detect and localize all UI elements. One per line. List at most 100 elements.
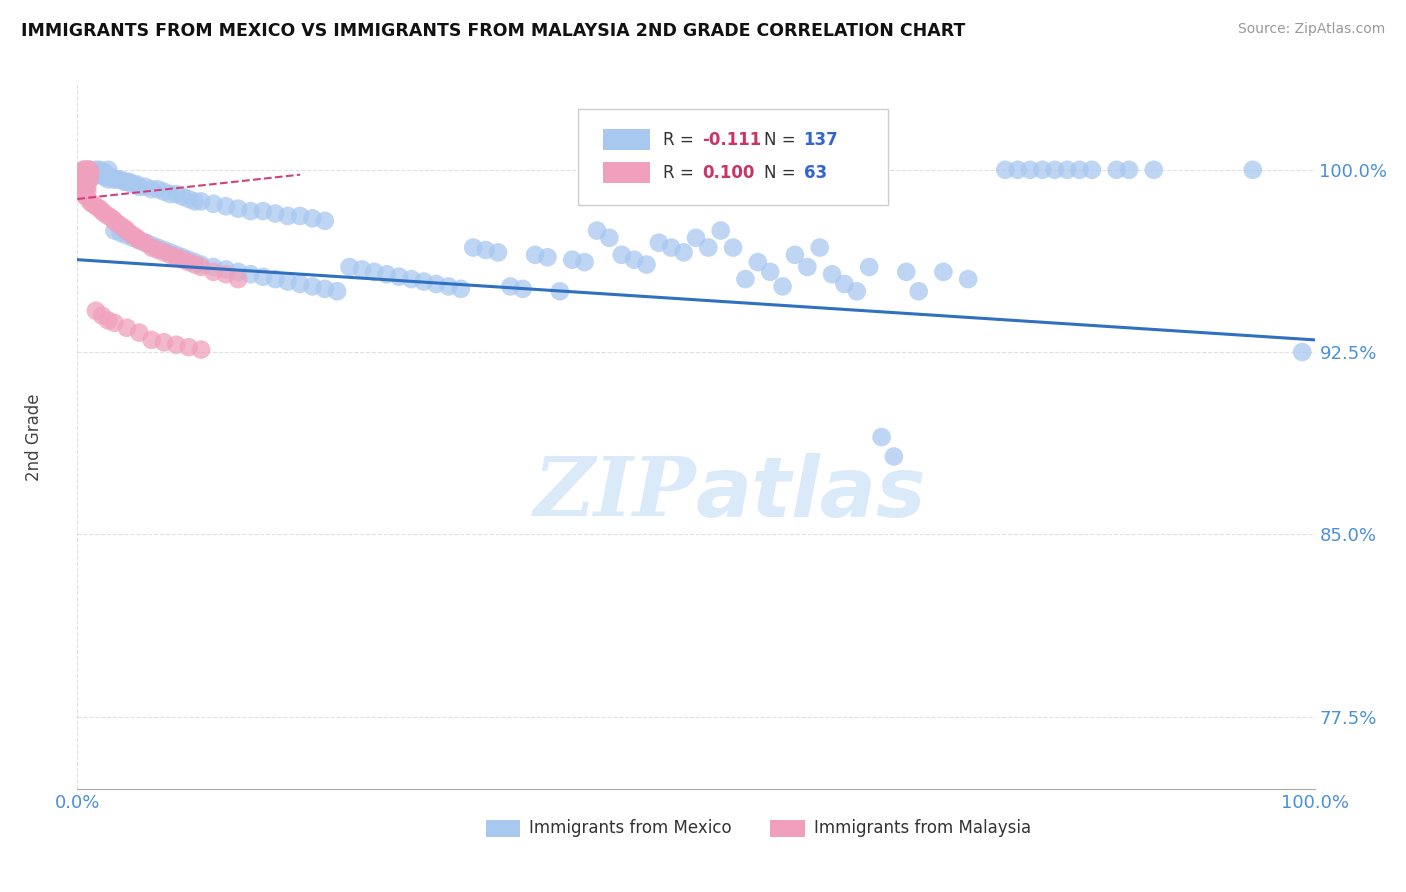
Point	[215, 199, 238, 213]
Point	[134, 235, 156, 250]
FancyBboxPatch shape	[770, 820, 804, 838]
Point	[177, 255, 200, 269]
Point	[146, 243, 169, 257]
Point	[548, 285, 571, 299]
Point	[141, 238, 163, 252]
Point	[79, 170, 101, 185]
Point	[141, 333, 163, 347]
Point	[388, 269, 411, 284]
Point	[1105, 162, 1128, 177]
Point	[401, 272, 423, 286]
Point	[184, 255, 207, 269]
Point	[159, 248, 181, 262]
Point	[226, 272, 249, 286]
Point	[118, 175, 141, 189]
Point	[177, 252, 200, 267]
Point	[122, 228, 145, 243]
Point	[84, 303, 107, 318]
Point	[177, 340, 200, 354]
Text: N =: N =	[763, 164, 801, 182]
Point	[184, 194, 207, 209]
Point	[115, 320, 138, 334]
Point	[172, 189, 194, 203]
Point	[202, 260, 225, 274]
Point	[721, 241, 744, 255]
Point	[239, 267, 262, 281]
Point	[623, 252, 645, 267]
Point	[128, 233, 150, 247]
Point	[122, 231, 145, 245]
Point	[165, 187, 187, 202]
Point	[146, 241, 169, 255]
Point	[84, 168, 107, 182]
Point	[165, 250, 187, 264]
Point	[72, 170, 94, 185]
Point	[1019, 162, 1042, 177]
Point	[79, 168, 101, 182]
Point	[1043, 162, 1066, 177]
Point	[226, 202, 249, 216]
Point	[91, 204, 114, 219]
Point	[101, 211, 124, 226]
Point	[326, 285, 349, 299]
Point	[101, 170, 124, 185]
Point	[112, 175, 135, 189]
Point	[858, 260, 880, 274]
Point	[190, 194, 212, 209]
Point	[1056, 162, 1078, 177]
Point	[110, 172, 132, 186]
Point	[105, 172, 128, 186]
Point	[759, 265, 782, 279]
Point	[72, 182, 94, 196]
Point	[72, 168, 94, 182]
Point	[215, 262, 238, 277]
Point	[72, 162, 94, 177]
Point	[97, 172, 120, 186]
Point	[264, 206, 287, 220]
Text: 0.100: 0.100	[702, 164, 755, 182]
Point	[146, 182, 169, 196]
Point	[202, 196, 225, 211]
Point	[76, 162, 98, 177]
Text: N =: N =	[763, 131, 801, 149]
Point	[648, 235, 671, 250]
Text: Immigrants from Malaysia: Immigrants from Malaysia	[814, 819, 1031, 838]
Point	[97, 313, 120, 327]
Point	[134, 179, 156, 194]
Point	[153, 335, 176, 350]
Point	[834, 277, 856, 291]
Point	[93, 170, 115, 185]
Text: 2nd Grade: 2nd Grade	[25, 393, 44, 481]
Point	[808, 241, 831, 255]
Point	[437, 279, 460, 293]
Point	[125, 178, 148, 192]
Point	[122, 178, 145, 192]
Point	[486, 245, 509, 260]
Point	[1007, 162, 1029, 177]
Text: R =: R =	[662, 131, 699, 149]
Point	[339, 260, 361, 274]
Point	[536, 250, 558, 264]
FancyBboxPatch shape	[603, 162, 650, 184]
Point	[103, 223, 125, 237]
Point	[84, 199, 107, 213]
Point	[1069, 162, 1091, 177]
Point	[264, 272, 287, 286]
Point	[574, 255, 596, 269]
Point	[97, 162, 120, 177]
Point	[103, 172, 125, 186]
Point	[115, 223, 138, 237]
Point	[76, 179, 98, 194]
Point	[76, 165, 98, 179]
Point	[524, 248, 547, 262]
Point	[659, 241, 682, 255]
Point	[821, 267, 844, 281]
Point	[72, 178, 94, 192]
Point	[474, 243, 496, 257]
Point	[1031, 162, 1053, 177]
Point	[97, 209, 120, 223]
Point	[128, 233, 150, 247]
Point	[159, 187, 181, 202]
Text: R =: R =	[662, 164, 699, 182]
Point	[363, 265, 385, 279]
